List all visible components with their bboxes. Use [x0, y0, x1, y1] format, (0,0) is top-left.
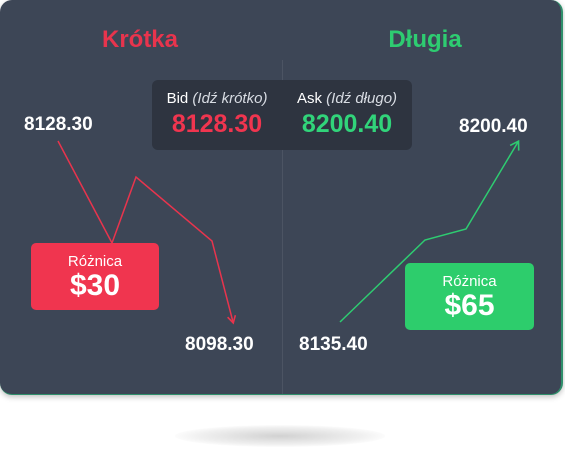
long-title: Długia	[388, 26, 462, 53]
short-difference-value: $30	[69, 269, 121, 302]
card-shadow	[175, 425, 385, 447]
bid-price: 8128.30	[171, 110, 263, 138]
short-title: Krótka	[101, 26, 179, 53]
diagram-card: Krótka Długia Bid (Idź krótko) 8128.30	[0, 0, 563, 395]
bid-label: Bid (Idź krótko)	[152, 90, 282, 107]
bid-note: (Idź krótko)	[192, 90, 268, 107]
bid-column: Bid (Idź krótko) 8128.30	[152, 80, 282, 150]
short-difference-box: Różnica $30	[31, 243, 159, 310]
long-start-price: 8135.40	[299, 334, 368, 355]
long-difference-value: $65	[444, 289, 495, 322]
ask-note: (Idź długo)	[326, 90, 398, 107]
short-end-price: 8098.30	[185, 334, 254, 355]
ask-label: Ask (Idź długo)	[282, 90, 412, 107]
short-start-price: 8128.30	[24, 114, 93, 135]
center-divider	[282, 60, 283, 394]
quote-box: Bid (Idź krótko) 8128.30 Ask (Idź długo)…	[152, 80, 412, 150]
bid-label-text: Bid	[166, 90, 189, 107]
ask-price: 8200.40	[301, 110, 393, 138]
long-difference-box: Różnica $65	[405, 263, 534, 330]
ask-label-text: Ask	[296, 90, 322, 107]
short-difference-label: Różnica	[67, 253, 123, 270]
long-end-price: 8200.40	[459, 116, 528, 137]
long-difference-label: Różnica	[442, 273, 497, 290]
ask-column: Ask (Idź długo) 8200.40	[282, 80, 412, 150]
